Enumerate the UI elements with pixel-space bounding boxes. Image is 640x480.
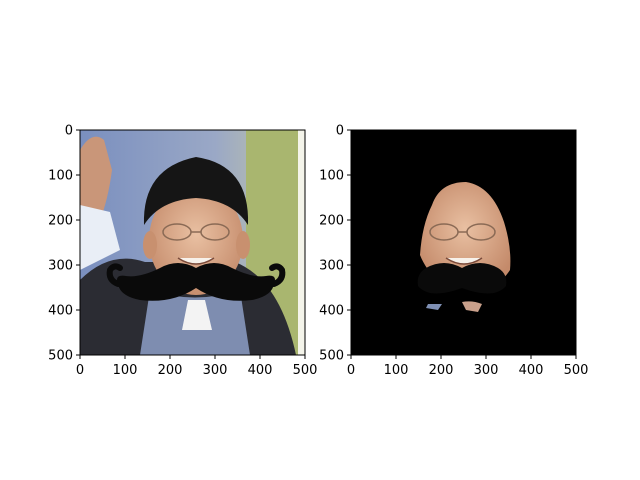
- x-tick-label-right-4: 400: [519, 363, 544, 378]
- x-tick-label-left-1: 100: [113, 363, 138, 378]
- x-tick-label-left-0: 0: [76, 363, 84, 378]
- y-tick-label-left-5: 500: [48, 349, 73, 364]
- y-ticks-left: 0 100 200 300 400 500: [48, 124, 80, 364]
- y-tick-label-right-4: 400: [319, 304, 344, 319]
- x-ticks-right: 0 100 200 300 400 500: [347, 355, 589, 378]
- masked-face: [351, 130, 576, 355]
- x-tick-label-right-2: 200: [429, 363, 454, 378]
- y-tick-label-right-3: 300: [319, 259, 344, 274]
- y-tick-label-right-2: 200: [319, 214, 344, 229]
- x-tick-label-left-5: 500: [293, 363, 318, 378]
- photo-with-mustache: [80, 130, 305, 355]
- image-axes-right: 0 100 200 300 400 500 0 100 200 300 400 500: [319, 124, 588, 379]
- x-ticks-left: 0 100 200 300 400 500: [76, 355, 318, 378]
- y-tick-label-left-1: 100: [48, 169, 73, 184]
- x-tick-label-right-1: 100: [384, 363, 409, 378]
- y-tick-label-right-1: 100: [319, 169, 344, 184]
- y-tick-label-left-3: 300: [48, 259, 73, 274]
- x-tick-label-left-4: 400: [248, 363, 273, 378]
- y-tick-label-left-4: 400: [48, 304, 73, 319]
- y-ticks-right: 0 100 200 300 400 500: [319, 124, 351, 364]
- x-tick-label-left-2: 200: [158, 363, 183, 378]
- image-axes-left: 0 100 200 300 400 500 0 100 200 300 400 500: [48, 124, 317, 379]
- y-tick-label-right-0: 0: [336, 124, 344, 139]
- x-tick-label-right-0: 0: [347, 363, 355, 378]
- y-tick-label-left-0: 0: [65, 124, 73, 139]
- x-tick-label-right-3: 300: [474, 363, 499, 378]
- y-tick-label-left-2: 200: [48, 214, 73, 229]
- x-tick-label-left-3: 300: [203, 363, 228, 378]
- x-tick-label-right-5: 500: [564, 363, 589, 378]
- y-tick-label-right-5: 500: [319, 349, 344, 364]
